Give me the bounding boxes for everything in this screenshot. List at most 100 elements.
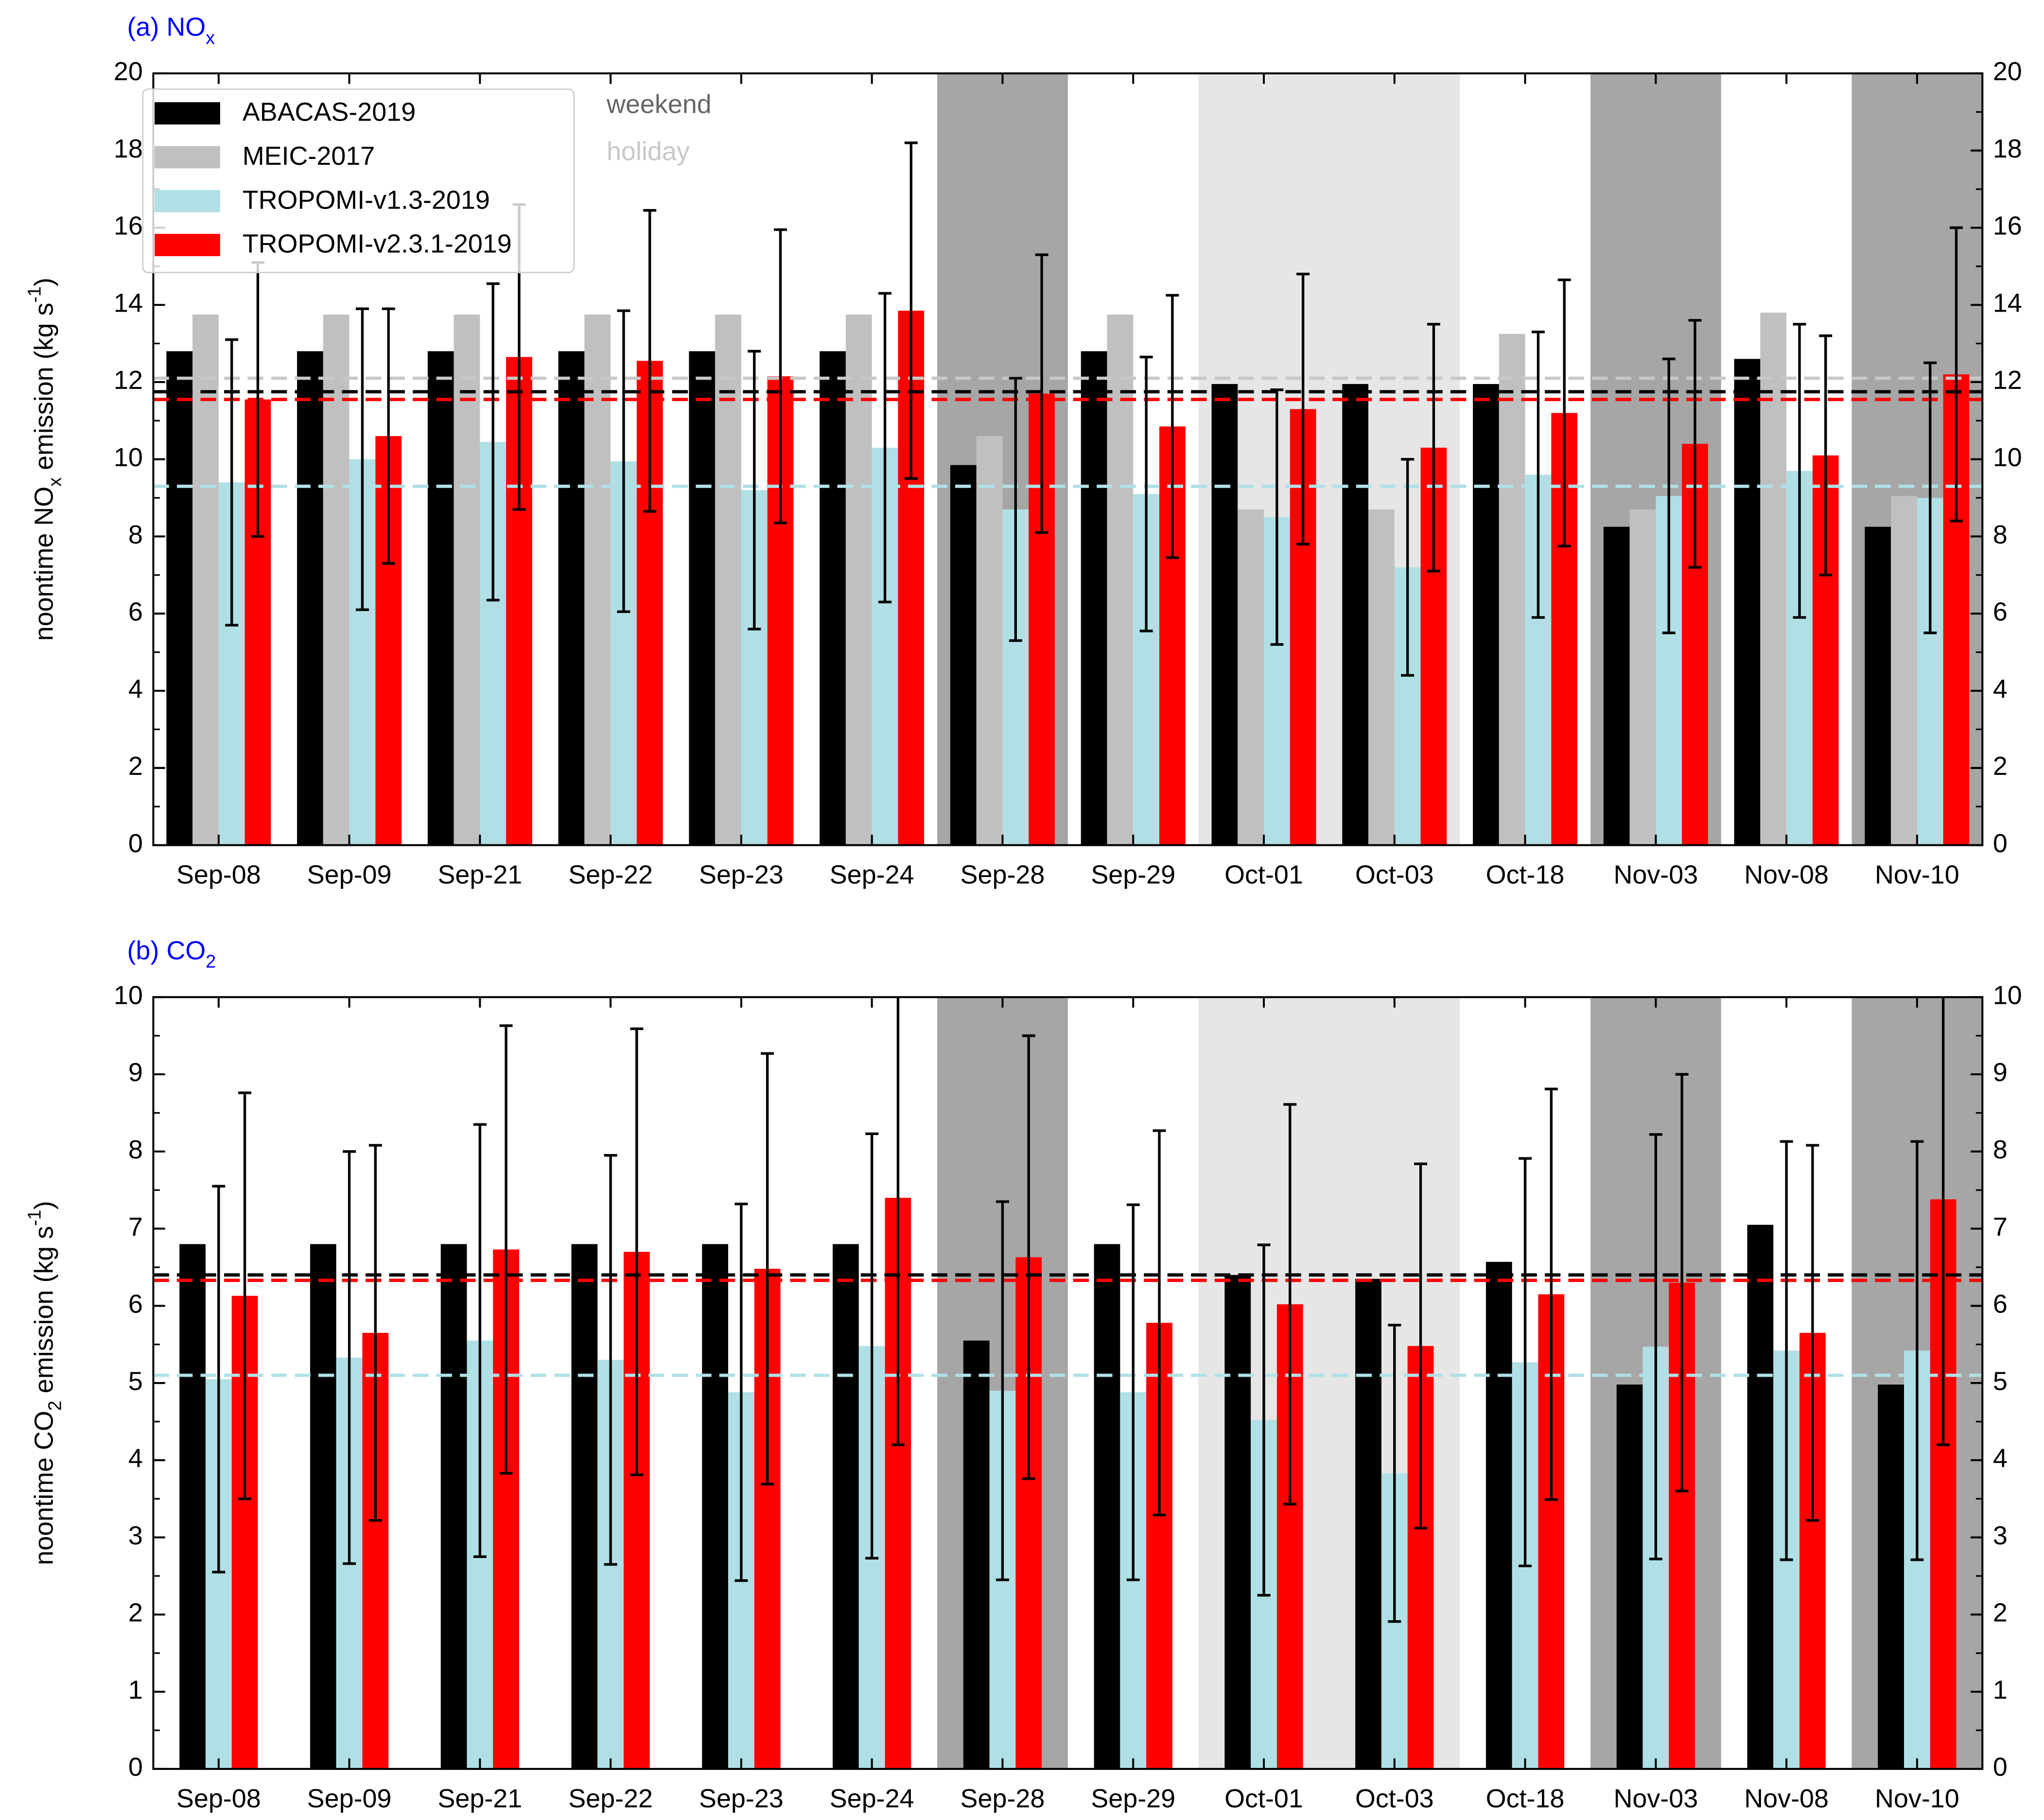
shade-label: weekend — [606, 90, 712, 119]
error-bar — [486, 282, 500, 602]
y-tick-label: 1 — [128, 1675, 143, 1704]
error-bar — [355, 307, 369, 612]
text-part: ) — [30, 278, 59, 286]
text-part: x — [206, 27, 215, 48]
y-tick-label: 8 — [128, 1135, 143, 1164]
y2-tick-label: 1 — [1993, 1675, 2008, 1704]
bar — [454, 315, 480, 845]
x-tick-label: Sep-29 — [1091, 1784, 1175, 1813]
x-tick-label: Oct-03 — [1355, 860, 1434, 890]
bar — [1107, 315, 1134, 845]
x-tick-label: Sep-24 — [830, 1784, 914, 1813]
error-bar — [904, 141, 918, 480]
y-tick-label: 14 — [114, 288, 143, 317]
y-tick-label: 18 — [114, 134, 143, 163]
x-tick-label: Nov-10 — [1875, 1784, 1959, 1813]
x-tick-label: Nov-10 — [1875, 860, 1959, 890]
error-bar — [368, 1144, 382, 1522]
bar — [310, 1244, 336, 1769]
legend: ABACAS-2019 MEIC-2017 TROPOMI-v1.3-2019 TRO… — [142, 88, 575, 274]
bar — [1485, 1261, 1512, 1769]
bar — [1616, 1384, 1643, 1769]
y-axis-label: noontime CO2 emission (kg s-1) — [24, 1201, 65, 1565]
text-part: 2 — [206, 951, 216, 972]
bar — [1734, 359, 1761, 845]
y-tick-label: 10 — [114, 980, 143, 1010]
y-tick-label: 6 — [128, 597, 143, 627]
error-bar — [1923, 361, 1937, 634]
y2-tick-label: 10 — [1993, 980, 2022, 1010]
error-bar — [1414, 1162, 1428, 1530]
x-tick-label: Sep-24 — [830, 860, 914, 890]
x-tick-label: Sep-21 — [437, 860, 522, 890]
error-bar — [1388, 1324, 1401, 1623]
error-bar — [878, 292, 892, 604]
bar — [323, 315, 349, 845]
x-tick-label: Sep-23 — [699, 1784, 784, 1813]
x-tick-label: Oct-01 — [1224, 1784, 1303, 1813]
legend-swatch — [155, 190, 220, 212]
y2-tick-label: 4 — [1993, 674, 2008, 703]
legend-label: MEIC-2017 — [243, 141, 375, 171]
error-bar — [1257, 1243, 1271, 1597]
error-bar — [604, 1154, 617, 1566]
legend-swatch — [155, 146, 220, 169]
y2-tick-label: 2 — [1993, 1598, 2008, 1628]
bar — [440, 1244, 467, 1769]
error-bar — [761, 1052, 774, 1486]
bar — [715, 315, 741, 845]
error-bar — [774, 228, 787, 525]
bar — [833, 1244, 859, 1769]
bar — [1865, 526, 1891, 845]
text-part: noontime CO — [30, 1411, 59, 1565]
x-tick-label: Sep-28 — [961, 860, 1045, 890]
error-bar — [1675, 1073, 1689, 1493]
error-bar — [1806, 1144, 1819, 1522]
bar — [1760, 313, 1787, 845]
bars — [153, 141, 1983, 845]
bar — [1629, 509, 1656, 845]
error-bar — [1427, 323, 1440, 573]
text-part: (b) CO — [127, 936, 206, 965]
error-bar — [1937, 997, 1950, 1446]
error-bar — [1126, 1203, 1140, 1581]
x-tick-label: Sep-22 — [568, 860, 653, 890]
y2-tick-label: 3 — [1993, 1521, 2008, 1550]
error-bar — [1910, 1140, 1924, 1561]
error-bar — [1022, 1034, 1035, 1480]
x-tick-label: Sep-23 — [699, 860, 784, 890]
bar — [1473, 384, 1499, 845]
legend-swatch — [155, 102, 220, 125]
y2-tick-label: 14 — [1993, 288, 2022, 317]
y-tick-label: 20 — [114, 57, 143, 86]
y-tick-label: 6 — [128, 1290, 143, 1319]
y2-tick-label: 0 — [1993, 829, 2008, 858]
x-tick-label: Oct-03 — [1355, 1784, 1434, 1813]
error-bar — [734, 1203, 748, 1582]
bar — [1342, 384, 1369, 845]
error-bar — [643, 209, 657, 513]
error-bar — [1780, 1140, 1793, 1561]
x-tick-label: Sep-22 — [568, 1784, 653, 1813]
chart-title: (a) NOx — [127, 13, 215, 48]
error-bar — [1531, 331, 1545, 619]
error-bar — [1519, 1157, 1532, 1568]
error-bar — [499, 1024, 513, 1475]
x-tick-label: Sep-09 — [307, 1784, 392, 1813]
bar — [1603, 526, 1630, 845]
bar — [689, 351, 716, 845]
error-bar — [1009, 377, 1022, 642]
x-tick-label: Sep-28 — [961, 1784, 1045, 1813]
panel: 0 0 1 1 2 2 3 3 4 4 5 5 6 6 7 7 8 8 9 9 10 10 Sep-08 Sep-09 Sep-… — [24, 936, 2022, 1813]
legend-label: ABACAS-2019 — [243, 98, 416, 127]
y2-tick-label: 6 — [1993, 597, 2008, 627]
x-tick-label: Sep-29 — [1091, 860, 1175, 890]
bar — [571, 1244, 598, 1769]
legend-box — [142, 88, 575, 274]
bar — [702, 1244, 729, 1769]
error-bar — [1544, 1087, 1558, 1501]
error-bar — [1793, 323, 1806, 619]
x-tick-label: Sep-08 — [176, 860, 261, 890]
error-bar — [212, 1185, 226, 1574]
